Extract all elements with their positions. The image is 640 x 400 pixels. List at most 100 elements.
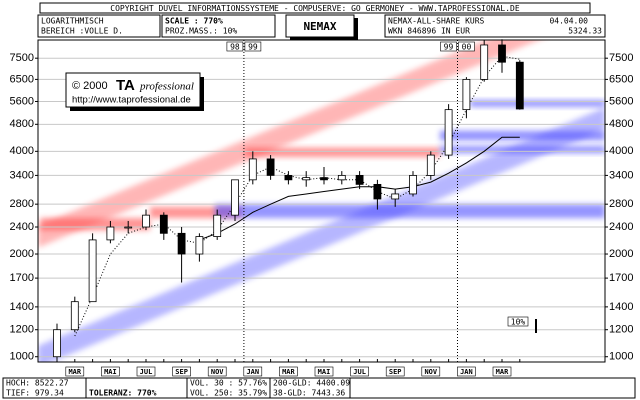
- x-label-box: [492, 366, 512, 377]
- logo-brand-suffix: professional: [139, 81, 194, 93]
- x-label-box: [314, 366, 334, 377]
- x-tick-label: JUL: [140, 368, 153, 376]
- y-tick-label: 1700: [609, 272, 633, 284]
- y-tick-label: 2800: [609, 198, 633, 210]
- logo-brand: TA: [116, 77, 135, 94]
- x-tick-label: JAN: [460, 368, 473, 376]
- y-tick-label: 1700: [10, 272, 34, 284]
- logo-url: http://www.taprofessional.de: [72, 95, 191, 106]
- x-label-box: [421, 366, 441, 377]
- x-tick-label: MAI: [104, 368, 117, 376]
- x-tick-label: SEP: [389, 368, 402, 376]
- y-tick-label: 1000: [10, 351, 34, 363]
- x-tick-label: MAI: [318, 368, 331, 376]
- y-tick-label: 1400: [609, 301, 633, 313]
- plot-frame: [37, 39, 606, 363]
- candle-body: [177, 232, 186, 255]
- x-label-box: [457, 366, 476, 377]
- x-label-box: [172, 366, 191, 377]
- logo-box: [65, 72, 201, 108]
- x-tick-label: MAR: [68, 368, 81, 376]
- candle-body: [70, 301, 79, 331]
- price-zone: [245, 147, 440, 157]
- price-zone: [215, 204, 605, 219]
- x-tick-label: MAR: [282, 368, 295, 376]
- marks: [53, 39, 524, 360]
- candle-body: [426, 154, 435, 176]
- index-name: NEMAX: [303, 20, 336, 33]
- vol30: VOL. 30 : 57.76%: [190, 379, 267, 388]
- price-zone: [440, 130, 605, 141]
- y-tick-label: 1200: [609, 324, 633, 336]
- y-tick-label: 3400: [10, 169, 34, 181]
- scale-box: [161, 14, 276, 38]
- range: BEREICH :VOLLE D.: [41, 27, 123, 36]
- x-tick-label: NOV: [424, 368, 437, 376]
- candle-body: [320, 177, 328, 181]
- year-box: [244, 41, 262, 52]
- logo: © 2000 TA professional http://www.taprof…: [65, 72, 204, 111]
- candle-body: [444, 109, 453, 156]
- trend-channel: [38, 40, 539, 248]
- y-tick-label: 4800: [10, 118, 34, 130]
- scale: SCALE : 770%: [165, 17, 223, 26]
- y-tick-label: 6500: [10, 73, 34, 85]
- x-label-box: [101, 366, 120, 377]
- candle-body: [142, 214, 150, 228]
- date: 04.04.00: [549, 17, 588, 26]
- trend-channel: [38, 107, 605, 362]
- candle-body: [498, 44, 506, 63]
- candle-body: [302, 177, 311, 181]
- y-tick-label: 4000: [10, 145, 34, 157]
- header: COPYRIGHT DUVEL INFORMATIONSSYSTEME - CO…: [37, 2, 606, 40]
- y-tick-label: 6500: [609, 73, 633, 85]
- scale-mode: LOGARITHMISCH: [41, 17, 104, 26]
- price-zone: [150, 206, 242, 219]
- footer: HOCH: 8522.27 TIEF: 979.34 TOLERANZ: 770…: [2, 377, 636, 399]
- candle-body: [124, 226, 133, 229]
- x-label-box: [65, 366, 85, 377]
- candle-body: [337, 175, 346, 181]
- footer-box: [2, 377, 636, 399]
- y-tick-label: 7500: [609, 52, 633, 64]
- copyright-box: [39, 2, 591, 14]
- candle-body: [462, 78, 471, 111]
- axes: 1000 1000 1200 1200 1400 1400 1700 1700 2000 2000…: [10, 41, 633, 377]
- candle-body: [53, 329, 61, 358]
- x-label-box: [136, 366, 156, 377]
- x-label-box: [243, 366, 263, 377]
- candle-body: [248, 158, 257, 181]
- y-tick-label: 2400: [10, 221, 34, 233]
- tolerance: TOLERANZ: 770%: [89, 389, 157, 398]
- y-tick-label: 1200: [10, 324, 34, 336]
- gld200: 200-GLD: 4400.09: [273, 379, 350, 388]
- y-tick-label: 5600: [10, 95, 34, 107]
- copyright: COPYRIGHT DUVEL INFORMATIONSSYSTEME - CO…: [110, 4, 520, 13]
- y-tick-label: 5600: [609, 95, 633, 107]
- y-tick-label: 4800: [609, 118, 633, 130]
- last-price: 5324.33: [568, 27, 602, 36]
- vol250: VOL. 250: 35.79%: [190, 389, 267, 398]
- x-tick-label: JAN: [246, 368, 259, 376]
- x-tick-label: NOV: [211, 368, 224, 376]
- candle-body: [195, 236, 204, 255]
- low: TIEF: 979.34: [6, 389, 64, 398]
- candle-body: [266, 158, 275, 176]
- x-tick-label: MAR: [496, 368, 509, 376]
- y-tick-label: 2400: [609, 221, 633, 233]
- x-label-box: [350, 366, 369, 377]
- year-label: 99: [444, 43, 454, 52]
- candle-body: [88, 239, 97, 303]
- candle-body: [159, 214, 168, 234]
- year-label: 98: [230, 43, 240, 52]
- y-tick-label: 7500: [10, 52, 34, 64]
- candle-body: [284, 175, 293, 181]
- candle-body: [409, 175, 417, 195]
- y-tick-label: 2000: [609, 248, 633, 260]
- y-tick-label: 1000: [609, 351, 633, 363]
- x-tick-label: JUL: [353, 368, 366, 376]
- y-tick-label: 1400: [10, 301, 34, 313]
- candle-body: [515, 61, 524, 110]
- y-tick-label: 2000: [10, 248, 34, 260]
